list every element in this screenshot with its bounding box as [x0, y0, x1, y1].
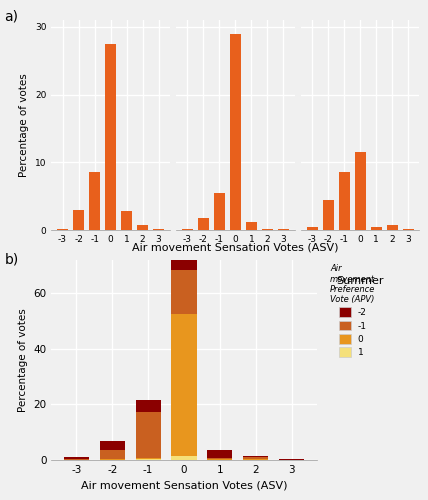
Bar: [207, 450, 232, 458]
Bar: [182, 228, 193, 230]
Bar: [73, 210, 84, 230]
Bar: [100, 458, 125, 460]
Text: Winter: Winter: [217, 276, 254, 286]
Bar: [246, 222, 257, 230]
Bar: [243, 456, 268, 457]
Bar: [172, 270, 196, 314]
Bar: [172, 314, 196, 456]
Bar: [172, 224, 196, 270]
Text: Monsoon: Monsoon: [86, 276, 136, 286]
Bar: [339, 172, 350, 230]
Bar: [100, 440, 125, 450]
Text: a): a): [4, 10, 18, 24]
Bar: [403, 228, 414, 230]
Text: b): b): [4, 252, 18, 266]
Bar: [100, 450, 125, 458]
Bar: [371, 226, 382, 230]
X-axis label: Air movement Sensation Votes (ASV): Air movement Sensation Votes (ASV): [81, 480, 287, 490]
Bar: [153, 228, 164, 230]
Bar: [57, 228, 68, 230]
Bar: [214, 192, 225, 230]
Bar: [172, 456, 196, 460]
Bar: [306, 226, 318, 230]
Y-axis label: Percentage of votes: Percentage of votes: [19, 73, 30, 177]
Bar: [136, 458, 161, 460]
Bar: [105, 44, 116, 230]
Bar: [89, 172, 100, 230]
Bar: [355, 152, 366, 230]
Bar: [207, 458, 232, 460]
Bar: [198, 218, 209, 230]
Bar: [386, 224, 398, 230]
Text: Summer: Summer: [336, 276, 384, 286]
Text: Air movement Sensation Votes (ASV): Air movement Sensation Votes (ASV): [132, 242, 339, 252]
Legend: -2, -1, 0, 1: -2, -1, 0, 1: [327, 260, 379, 360]
Bar: [121, 211, 132, 230]
Bar: [64, 457, 89, 460]
Bar: [230, 34, 241, 230]
Bar: [136, 412, 161, 458]
Bar: [243, 457, 268, 460]
Bar: [323, 200, 334, 230]
Bar: [279, 459, 304, 460]
Y-axis label: Percentage of votes: Percentage of votes: [18, 308, 28, 412]
Bar: [137, 224, 148, 230]
Bar: [136, 400, 161, 412]
